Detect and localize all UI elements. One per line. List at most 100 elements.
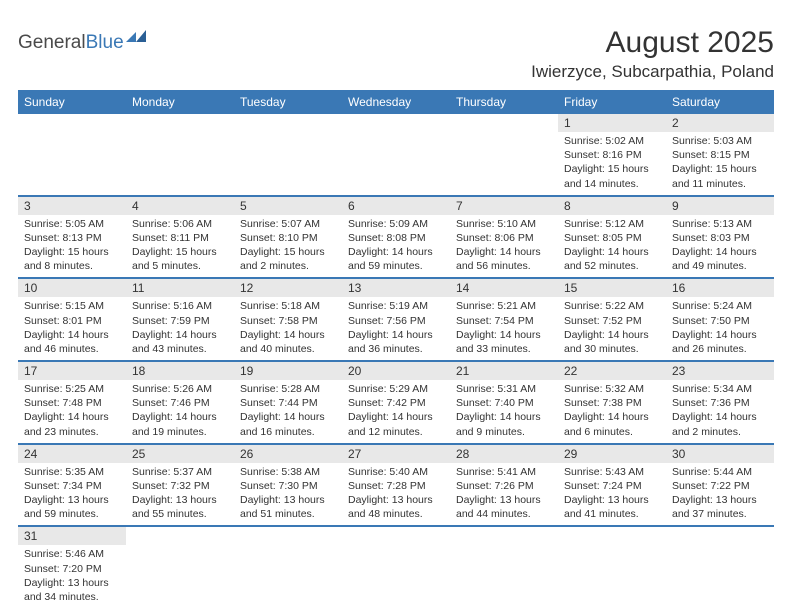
sunrise-text: Sunrise: 5:28 AM <box>240 382 336 396</box>
day-data: Sunrise: 5:15 AMSunset: 8:01 PMDaylight:… <box>18 297 126 360</box>
sunrise-text: Sunrise: 5:10 AM <box>456 217 552 231</box>
calendar-cell: 19Sunrise: 5:28 AMSunset: 7:44 PMDayligh… <box>234 361 342 444</box>
logo: GeneralBlue <box>18 32 148 54</box>
calendar-cell: 27Sunrise: 5:40 AMSunset: 7:28 PMDayligh… <box>342 444 450 527</box>
sunset-text: Sunset: 8:03 PM <box>672 231 768 245</box>
day-data: Sunrise: 5:13 AMSunset: 8:03 PMDaylight:… <box>666 215 774 278</box>
sunset-text: Sunset: 8:05 PM <box>564 231 660 245</box>
daylight-text: Daylight: 13 hours and 41 minutes. <box>564 493 660 521</box>
sunset-text: Sunset: 7:20 PM <box>24 562 120 576</box>
weekday-header: Sunday <box>18 90 126 114</box>
calendar-cell <box>450 114 558 196</box>
daylight-text: Daylight: 14 hours and 23 minutes. <box>24 410 120 438</box>
calendar-table: Sunday Monday Tuesday Wednesday Thursday… <box>18 90 774 608</box>
day-data: Sunrise: 5:19 AMSunset: 7:56 PMDaylight:… <box>342 297 450 360</box>
calendar-week-row: 17Sunrise: 5:25 AMSunset: 7:48 PMDayligh… <box>18 361 774 444</box>
day-number: 19 <box>234 362 342 380</box>
sunset-text: Sunset: 7:30 PM <box>240 479 336 493</box>
daylight-text: Daylight: 13 hours and 51 minutes. <box>240 493 336 521</box>
day-data: Sunrise: 5:28 AMSunset: 7:44 PMDaylight:… <box>234 380 342 443</box>
daylight-text: Daylight: 14 hours and 33 minutes. <box>456 328 552 356</box>
calendar-week-row: 31Sunrise: 5:46 AMSunset: 7:20 PMDayligh… <box>18 526 774 608</box>
day-data: Sunrise: 5:26 AMSunset: 7:46 PMDaylight:… <box>126 380 234 443</box>
daylight-text: Daylight: 13 hours and 48 minutes. <box>348 493 444 521</box>
day-data: Sunrise: 5:43 AMSunset: 7:24 PMDaylight:… <box>558 463 666 526</box>
daylight-text: Daylight: 14 hours and 36 minutes. <box>348 328 444 356</box>
month-title: August 2025 <box>531 26 774 60</box>
day-data: Sunrise: 5:05 AMSunset: 8:13 PMDaylight:… <box>18 215 126 278</box>
day-data: Sunrise: 5:09 AMSunset: 8:08 PMDaylight:… <box>342 215 450 278</box>
daylight-text: Daylight: 15 hours and 8 minutes. <box>24 245 120 273</box>
daylight-text: Daylight: 14 hours and 59 minutes. <box>348 245 444 273</box>
calendar-cell: 16Sunrise: 5:24 AMSunset: 7:50 PMDayligh… <box>666 278 774 361</box>
daylight-text: Daylight: 13 hours and 34 minutes. <box>24 576 120 604</box>
calendar-cell: 30Sunrise: 5:44 AMSunset: 7:22 PMDayligh… <box>666 444 774 527</box>
day-data: Sunrise: 5:38 AMSunset: 7:30 PMDaylight:… <box>234 463 342 526</box>
daylight-text: Daylight: 14 hours and 16 minutes. <box>240 410 336 438</box>
sunset-text: Sunset: 8:13 PM <box>24 231 120 245</box>
calendar-cell <box>450 526 558 608</box>
weekday-header: Tuesday <box>234 90 342 114</box>
day-number: 22 <box>558 362 666 380</box>
sunrise-text: Sunrise: 5:46 AM <box>24 547 120 561</box>
calendar-cell: 11Sunrise: 5:16 AMSunset: 7:59 PMDayligh… <box>126 278 234 361</box>
day-data: Sunrise: 5:31 AMSunset: 7:40 PMDaylight:… <box>450 380 558 443</box>
sunrise-text: Sunrise: 5:35 AM <box>24 465 120 479</box>
sunrise-text: Sunrise: 5:26 AM <box>132 382 228 396</box>
calendar-cell: 24Sunrise: 5:35 AMSunset: 7:34 PMDayligh… <box>18 444 126 527</box>
day-data: Sunrise: 5:25 AMSunset: 7:48 PMDaylight:… <box>18 380 126 443</box>
calendar-cell: 13Sunrise: 5:19 AMSunset: 7:56 PMDayligh… <box>342 278 450 361</box>
calendar-week-row: 3Sunrise: 5:05 AMSunset: 8:13 PMDaylight… <box>18 196 774 279</box>
day-data: Sunrise: 5:10 AMSunset: 8:06 PMDaylight:… <box>450 215 558 278</box>
calendar-cell: 3Sunrise: 5:05 AMSunset: 8:13 PMDaylight… <box>18 196 126 279</box>
daylight-text: Daylight: 14 hours and 6 minutes. <box>564 410 660 438</box>
daylight-text: Daylight: 13 hours and 55 minutes. <box>132 493 228 521</box>
day-data: Sunrise: 5:06 AMSunset: 8:11 PMDaylight:… <box>126 215 234 278</box>
day-data: Sunrise: 5:37 AMSunset: 7:32 PMDaylight:… <box>126 463 234 526</box>
day-data: Sunrise: 5:32 AMSunset: 7:38 PMDaylight:… <box>558 380 666 443</box>
calendar-cell: 23Sunrise: 5:34 AMSunset: 7:36 PMDayligh… <box>666 361 774 444</box>
calendar-page: GeneralBlue August 2025 Iwierzyce, Subca… <box>0 0 792 608</box>
calendar-cell: 5Sunrise: 5:07 AMSunset: 8:10 PMDaylight… <box>234 196 342 279</box>
calendar-cell: 15Sunrise: 5:22 AMSunset: 7:52 PMDayligh… <box>558 278 666 361</box>
day-data: Sunrise: 5:18 AMSunset: 7:58 PMDaylight:… <box>234 297 342 360</box>
daylight-text: Daylight: 15 hours and 14 minutes. <box>564 162 660 190</box>
calendar-cell: 31Sunrise: 5:46 AMSunset: 7:20 PMDayligh… <box>18 526 126 608</box>
weekday-header: Wednesday <box>342 90 450 114</box>
sunset-text: Sunset: 7:48 PM <box>24 396 120 410</box>
day-number: 27 <box>342 445 450 463</box>
daylight-text: Daylight: 14 hours and 12 minutes. <box>348 410 444 438</box>
calendar-cell: 28Sunrise: 5:41 AMSunset: 7:26 PMDayligh… <box>450 444 558 527</box>
logo-text-blue: Blue <box>86 32 124 54</box>
day-number: 2 <box>666 114 774 132</box>
day-number: 12 <box>234 279 342 297</box>
calendar-cell: 7Sunrise: 5:10 AMSunset: 8:06 PMDaylight… <box>450 196 558 279</box>
daylight-text: Daylight: 15 hours and 11 minutes. <box>672 162 768 190</box>
day-number: 14 <box>450 279 558 297</box>
day-number: 28 <box>450 445 558 463</box>
sunrise-text: Sunrise: 5:34 AM <box>672 382 768 396</box>
sunrise-text: Sunrise: 5:38 AM <box>240 465 336 479</box>
day-number: 23 <box>666 362 774 380</box>
day-data: Sunrise: 5:34 AMSunset: 7:36 PMDaylight:… <box>666 380 774 443</box>
calendar-cell <box>666 526 774 608</box>
calendar-cell <box>234 114 342 196</box>
weekday-header: Monday <box>126 90 234 114</box>
day-number: 17 <box>18 362 126 380</box>
sunrise-text: Sunrise: 5:22 AM <box>564 299 660 313</box>
sunrise-text: Sunrise: 5:44 AM <box>672 465 768 479</box>
daylight-text: Daylight: 14 hours and 49 minutes. <box>672 245 768 273</box>
sunset-text: Sunset: 7:46 PM <box>132 396 228 410</box>
sunset-text: Sunset: 7:50 PM <box>672 314 768 328</box>
sunrise-text: Sunrise: 5:24 AM <box>672 299 768 313</box>
day-number: 9 <box>666 197 774 215</box>
day-data: Sunrise: 5:29 AMSunset: 7:42 PMDaylight:… <box>342 380 450 443</box>
daylight-text: Daylight: 13 hours and 59 minutes. <box>24 493 120 521</box>
day-number: 15 <box>558 279 666 297</box>
sunrise-text: Sunrise: 5:29 AM <box>348 382 444 396</box>
sunset-text: Sunset: 7:32 PM <box>132 479 228 493</box>
calendar-cell: 4Sunrise: 5:06 AMSunset: 8:11 PMDaylight… <box>126 196 234 279</box>
day-data: Sunrise: 5:03 AMSunset: 8:15 PMDaylight:… <box>666 132 774 195</box>
sunrise-text: Sunrise: 5:43 AM <box>564 465 660 479</box>
daylight-text: Daylight: 15 hours and 2 minutes. <box>240 245 336 273</box>
